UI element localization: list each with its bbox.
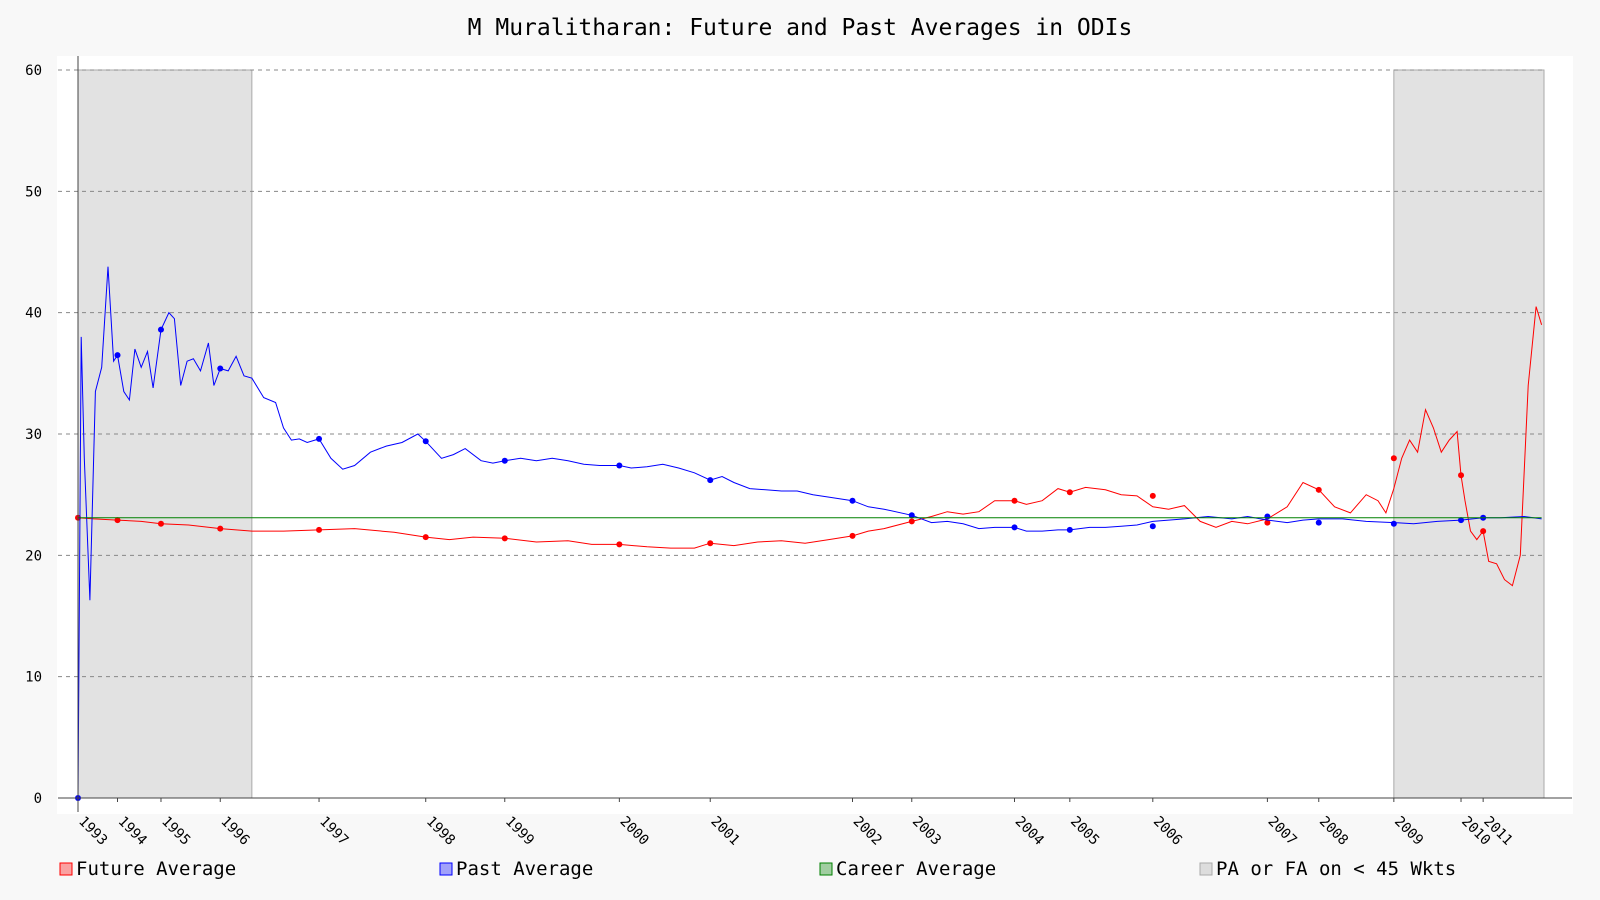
marker-future-average-2: [157, 520, 164, 527]
legend-label-future-average: Future Average: [76, 858, 236, 880]
legend-swatch-future-average: [59, 862, 73, 876]
marker-past-average-17: [1458, 517, 1465, 524]
y-tick-label-60: 60: [25, 63, 42, 79]
plot-area: [57, 56, 1573, 814]
marker-past-average-9: [849, 497, 856, 504]
x-tick-label-2006: 2006: [1150, 814, 1185, 849]
marker-past-average-8: [707, 477, 714, 484]
marker-past-average-3: [217, 365, 224, 372]
series-layer: [75, 266, 1543, 801]
marker-past-average-2: [157, 326, 164, 333]
x-tick-label-1994: 1994: [115, 814, 150, 849]
legend-label-career-average: Career Average: [836, 858, 996, 880]
x-tick-label-1999: 1999: [502, 814, 537, 849]
x-tick-label-2009: 2009: [1391, 814, 1426, 849]
marker-future-average-17: [1458, 472, 1465, 479]
marker-future-average-14: [1264, 519, 1271, 526]
marker-past-average-7: [616, 462, 623, 469]
marker-future-average-1: [114, 517, 121, 524]
marker-past-average-14: [1264, 513, 1271, 520]
marker-future-average-11: [1011, 497, 1018, 504]
x-tick-label-2005: 2005: [1067, 814, 1102, 849]
x-tick-label-1997: 1997: [316, 814, 351, 849]
legend-swatch-pa-or-fa-on-45-wkts: [1199, 862, 1213, 876]
marker-past-average-10: [908, 512, 915, 519]
x-tick-label-1998: 1998: [423, 814, 458, 849]
marker-past-average-11: [1011, 524, 1018, 531]
y-tick-label-20: 20: [25, 548, 42, 564]
legend-label-pa-or-fa-on-45-wkts: PA or FA on < 45 Wkts: [1216, 858, 1456, 880]
marker-future-average-5: [422, 534, 429, 541]
marker-future-average-18: [1480, 528, 1487, 535]
marker-past-average-1: [114, 352, 121, 359]
legend-label-past-average: Past Average: [456, 858, 593, 880]
marker-past-average-5: [422, 438, 429, 445]
x-tick-label-2000: 2000: [617, 814, 652, 849]
x-tick-label-2003: 2003: [909, 814, 944, 849]
marker-future-average-10: [908, 518, 915, 525]
marker-future-average-4: [316, 526, 323, 533]
marker-future-average-12: [1066, 489, 1073, 496]
marker-past-average-16: [1390, 520, 1397, 527]
y-tick-label-50: 50: [25, 184, 42, 200]
marker-future-average-9: [849, 532, 856, 539]
marker-past-average-15: [1315, 519, 1322, 526]
marker-future-average-8: [707, 540, 714, 547]
series-line-past-average: [77, 266, 1542, 799]
marker-future-average-16: [1390, 455, 1397, 462]
x-tick-label-2007: 2007: [1265, 814, 1300, 849]
marker-future-average-7: [616, 541, 623, 548]
legend-swatch-past-average: [439, 862, 453, 876]
x-tick-label-2008: 2008: [1316, 814, 1351, 849]
x-tick-label-1995: 1995: [158, 814, 193, 849]
marker-future-average-13: [1149, 492, 1156, 499]
y-tick-label-40: 40: [25, 306, 42, 322]
marker-future-average-15: [1315, 486, 1322, 493]
y-tick-label-30: 30: [25, 427, 42, 443]
x-tick-label-1993: 1993: [75, 814, 110, 849]
x-tick-label-2004: 2004: [1012, 814, 1047, 849]
chart-title: M Muralitharan: Future and Past Averages…: [468, 15, 1133, 41]
x-tick-label-2001: 2001: [707, 814, 742, 849]
y-tick-label-10: 10: [25, 670, 42, 686]
y-tick-label-0: 0: [34, 791, 42, 807]
marker-past-average-6: [501, 457, 508, 464]
marker-future-average-3: [217, 525, 224, 532]
legend-swatch-career-average: [819, 862, 833, 876]
x-tick-label-1996: 1996: [217, 814, 252, 849]
marker-past-average-4: [316, 435, 323, 442]
marker-past-average-13: [1149, 523, 1156, 530]
marker-future-average-6: [501, 535, 508, 542]
legend: Future Average Past Average Career Average…: [59, 858, 1456, 880]
x-tick-label-2002: 2002: [850, 814, 885, 849]
marker-past-average-12: [1066, 526, 1073, 533]
